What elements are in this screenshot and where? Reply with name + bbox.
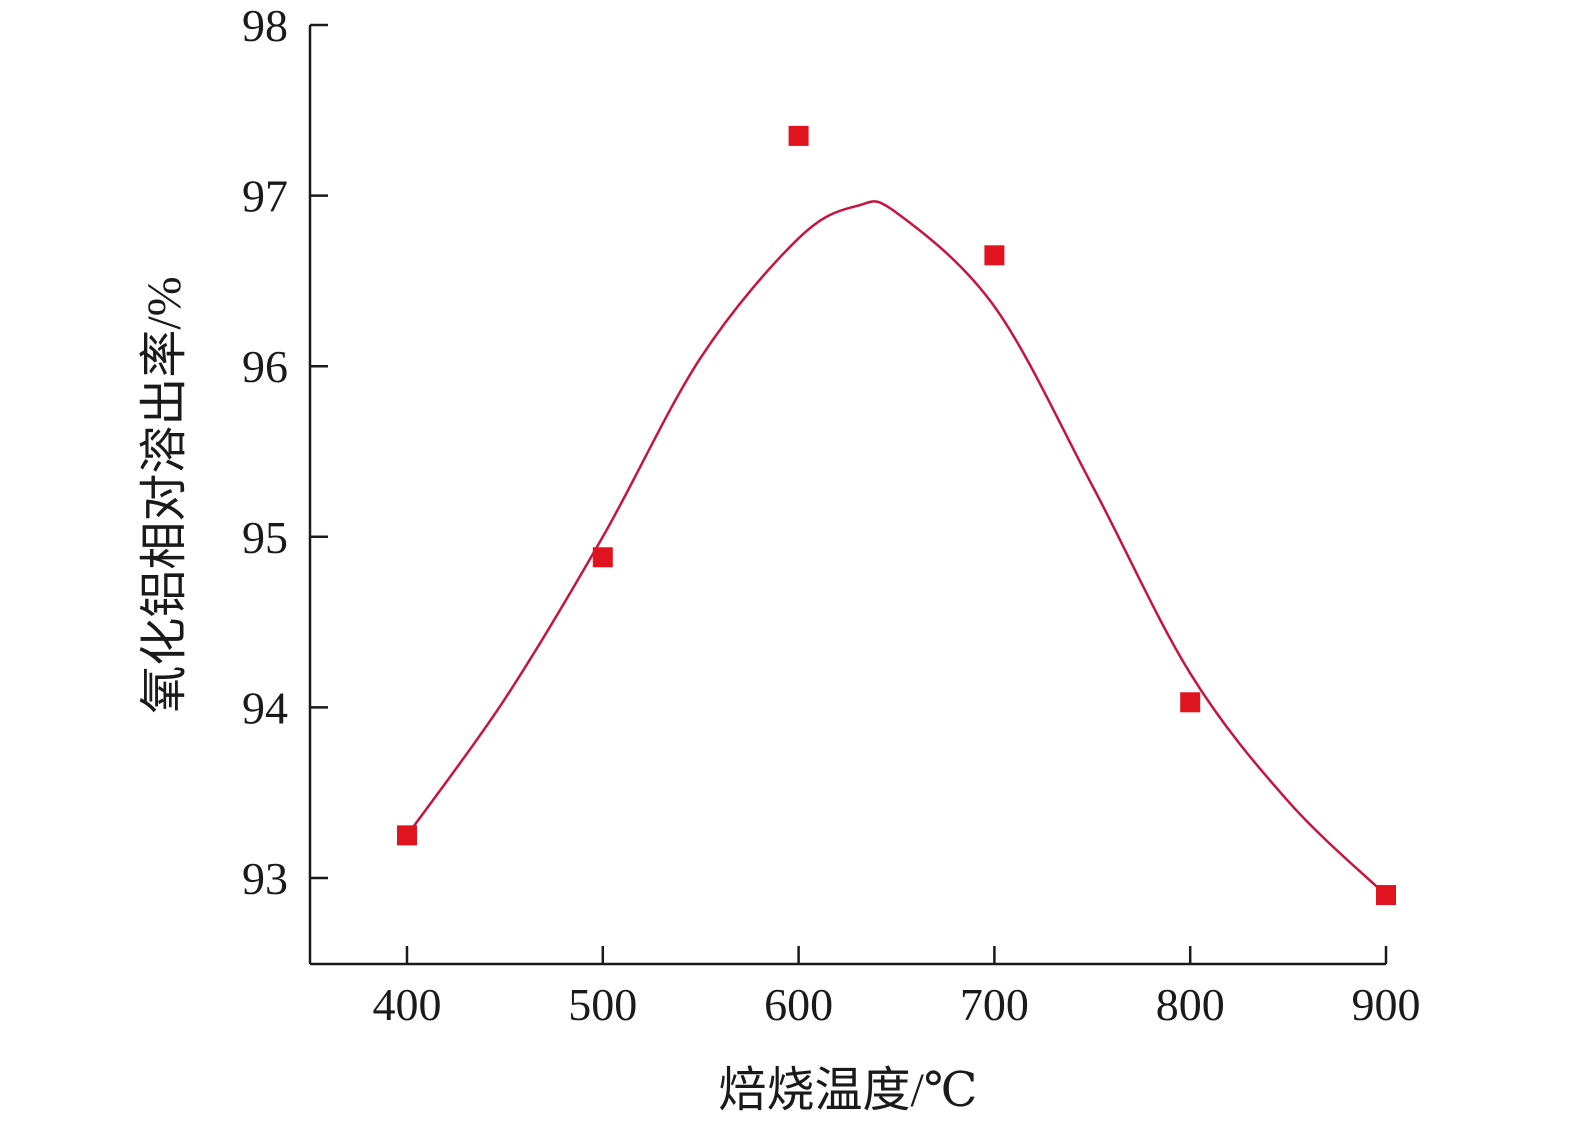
x-tick-label: 900 (1352, 979, 1421, 1030)
data-point (592, 547, 613, 568)
y-tick-label: 95 (242, 512, 288, 563)
ticks: 93 94 95 96 97 98 400 500 600 700 800 900 (242, 0, 1421, 1030)
fit-curve-line (405, 200, 1387, 897)
x-tick-label: 800 (1156, 979, 1225, 1030)
data-point (984, 245, 1005, 266)
y-tick-label: 93 (242, 853, 288, 904)
data-point (1376, 885, 1396, 906)
x-tick-label: 700 (960, 979, 1029, 1030)
fit-curve-group (405, 200, 1387, 897)
x-tick-label: 400 (373, 979, 442, 1030)
y-tick-label: 96 (242, 341, 288, 392)
data-points (397, 125, 1396, 906)
data-point (1180, 692, 1201, 713)
y-axis-title: 氧化铝相对溶出率/% (138, 276, 191, 713)
y-tick-label: 94 (242, 682, 288, 733)
x-tick-label: 600 (764, 979, 833, 1030)
y-tick-label: 97 (242, 171, 288, 222)
axes (308, 25, 1386, 966)
data-point (397, 825, 417, 846)
y-tick-label: 98 (242, 0, 288, 51)
data-point (788, 125, 809, 146)
x-axis-title: 焙烧温度/℃ (718, 1064, 977, 1117)
x-tick-label: 500 (568, 979, 637, 1030)
